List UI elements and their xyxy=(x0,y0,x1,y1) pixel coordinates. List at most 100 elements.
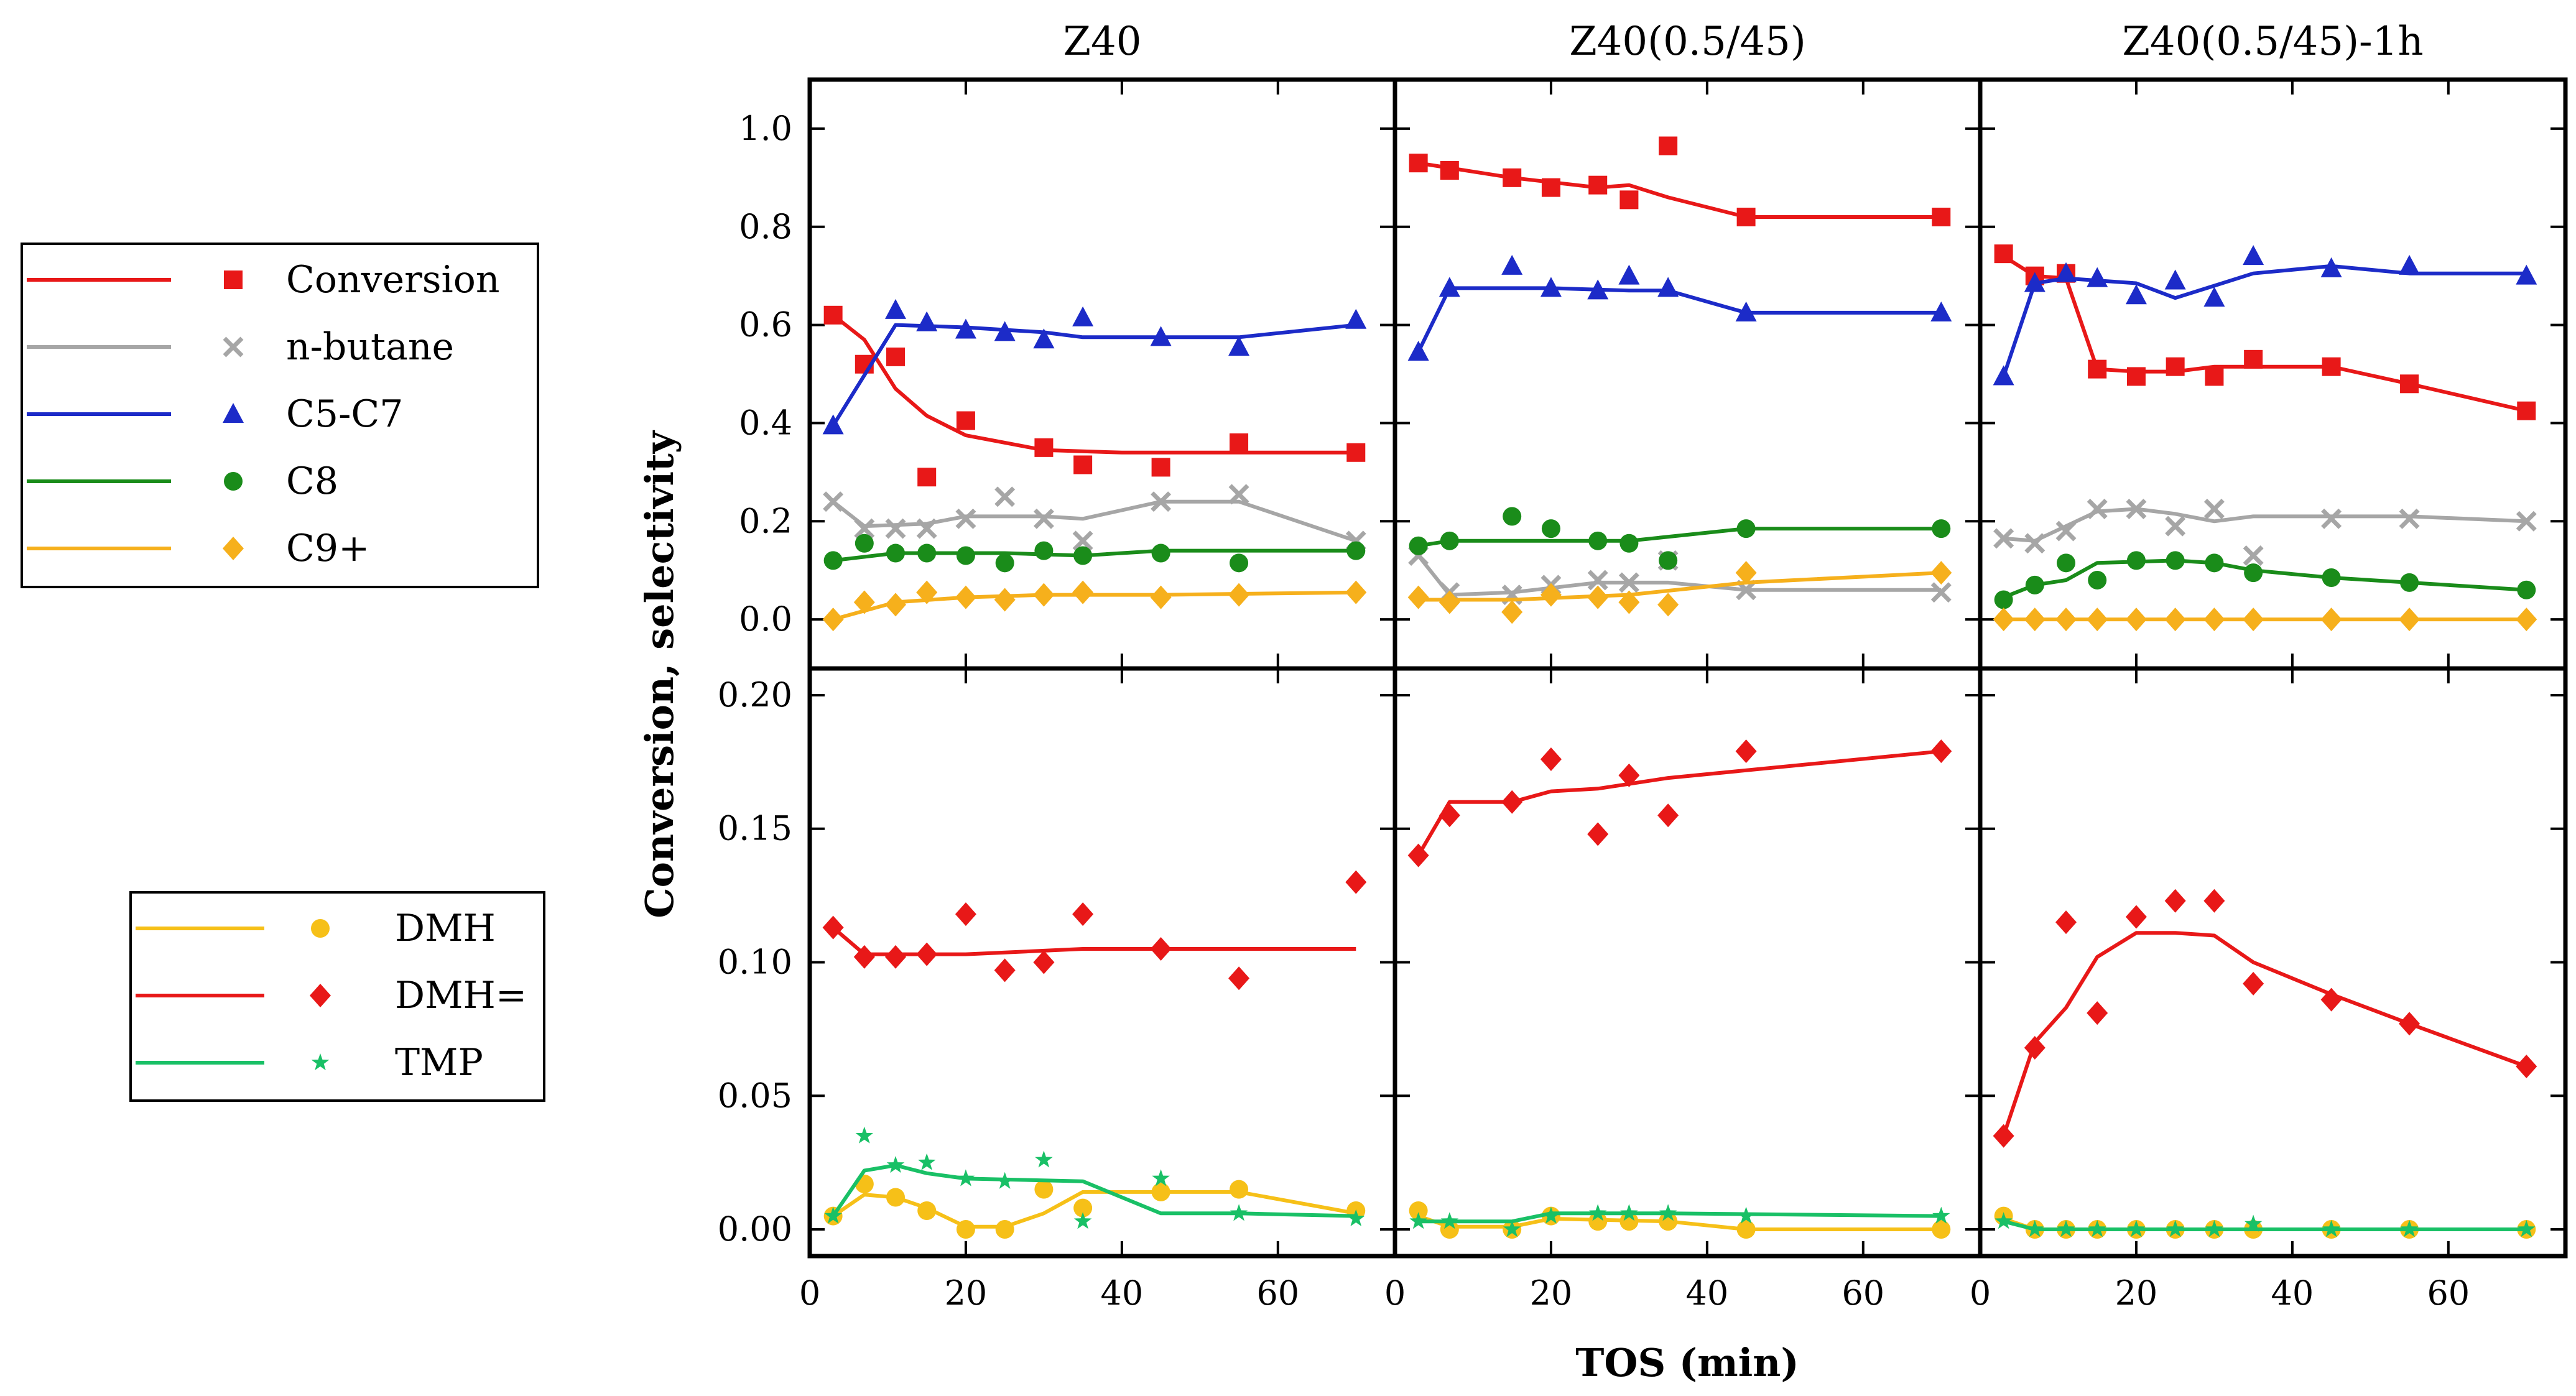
tmp-point xyxy=(1035,1150,1053,1168)
c8-point xyxy=(1073,546,1093,565)
legend-item-c8: C8 xyxy=(27,460,338,503)
n-butane-point xyxy=(1993,528,2014,549)
c8-point xyxy=(2400,573,2419,592)
legend-item-c9: C9+ xyxy=(27,527,369,570)
n-butane-point xyxy=(2399,508,2420,529)
legend-marker-swatch xyxy=(223,537,244,560)
dmh-ene-trend-line xyxy=(832,926,1356,956)
dmh-ene-point xyxy=(2024,1035,2046,1060)
c8-point xyxy=(2025,575,2044,594)
c8-point xyxy=(2517,580,2536,599)
c8-point xyxy=(1588,531,1608,550)
c5-c7-point xyxy=(885,298,907,319)
dmh-ene-point xyxy=(1072,902,1094,927)
n-butane-point xyxy=(2321,508,2342,529)
c5-c7-point xyxy=(955,318,976,339)
dmh-ene-point xyxy=(822,915,844,940)
c8-point xyxy=(886,543,906,563)
n-butane-point xyxy=(1930,582,1952,603)
c5-c7-point xyxy=(1439,277,1460,297)
tmp-point xyxy=(1588,1204,1607,1221)
tmp-point xyxy=(917,1153,936,1170)
conversion-point xyxy=(1994,244,2013,264)
dmh-point xyxy=(1151,1182,1170,1201)
legend-label: Conversion xyxy=(286,258,500,302)
c8-point xyxy=(917,543,937,563)
x-tick-label: 60 xyxy=(2427,1274,2470,1313)
dmh-ene-point xyxy=(2516,1055,2537,1079)
legend-label: C5-C7 xyxy=(286,392,403,436)
dmh-ene-point xyxy=(1657,803,1679,828)
c9-point xyxy=(1072,580,1094,604)
dmh-point xyxy=(1073,1198,1093,1218)
x-axis-label: TOS (min) xyxy=(1575,1340,1799,1385)
c5-c7-point xyxy=(1540,277,1562,297)
conversion-point xyxy=(1230,433,1249,452)
c5-c7-point xyxy=(1993,365,2014,386)
tmp-point xyxy=(1995,1212,2013,1229)
panel-frame-top-2 xyxy=(1392,77,1983,671)
c8-point xyxy=(2205,553,2224,573)
n-butane-trend-line xyxy=(832,499,1357,543)
tmp-point xyxy=(824,1206,842,1224)
c8-point xyxy=(823,551,843,570)
conversion-point xyxy=(1503,168,1522,187)
tmp-point xyxy=(2205,1220,2223,1237)
tmp-point xyxy=(2127,1220,2146,1237)
c8-point xyxy=(1346,541,1366,560)
dmh-ene-point xyxy=(2087,1001,2108,1025)
dmh-ene-point xyxy=(2320,987,2342,1012)
tmp-point xyxy=(1152,1169,1170,1186)
c9-point xyxy=(1033,583,1055,607)
tmp-point xyxy=(2244,1214,2263,1232)
dmh-point xyxy=(917,1201,937,1220)
c5-c7-point xyxy=(1735,301,1757,321)
tmp-point xyxy=(1932,1206,1950,1224)
dmh-ene-point xyxy=(853,945,875,969)
dmh-ene-point xyxy=(2243,971,2264,996)
c8-point xyxy=(956,546,975,565)
c9-point xyxy=(2125,608,2147,632)
y-tick-label: 0.0 xyxy=(739,599,792,639)
conversion-point xyxy=(2244,349,2263,369)
legend-top: Conversion n-butane C5-C7 C8 C9+ xyxy=(21,243,539,588)
tmp-point xyxy=(957,1169,975,1186)
legend-marker-swatch xyxy=(223,403,244,423)
dmh-point xyxy=(1034,1180,1054,1199)
x-tick-label: 20 xyxy=(2115,1274,2158,1313)
dmh-ene-point xyxy=(2399,1012,2421,1036)
dmh-ene-point xyxy=(1540,747,1562,772)
c9-point xyxy=(1150,585,1172,609)
c9-point xyxy=(2516,608,2537,632)
panel-top-2 xyxy=(1407,136,1952,624)
panel-top-3 xyxy=(1993,244,2537,632)
c9-point xyxy=(822,608,844,632)
conversion-trend-line xyxy=(2003,254,2527,413)
c9-point xyxy=(1735,561,1757,585)
conversion-trend-line xyxy=(1418,161,1942,219)
dmh-ene-point xyxy=(916,942,938,966)
tmp-point xyxy=(2322,1220,2340,1237)
c8-point xyxy=(1736,519,1756,539)
conversion-point xyxy=(1409,154,1428,173)
n-butane-point xyxy=(994,486,1016,507)
c9-point xyxy=(1407,585,1429,609)
dmh-ene-point xyxy=(1930,739,1952,764)
dmh-ene-point xyxy=(1228,966,1250,991)
dmh-ene-point xyxy=(1150,937,1172,961)
dmh-ene-point xyxy=(994,958,1016,982)
c8-point xyxy=(2166,551,2185,570)
tmp-trend-line xyxy=(2003,1219,2527,1231)
dmh-ene-trend-line xyxy=(1417,749,1942,857)
conversion-point xyxy=(1619,190,1639,210)
dmh-point xyxy=(1409,1201,1428,1220)
c5-c7-point xyxy=(1501,254,1523,275)
c9-point xyxy=(1587,585,1609,609)
conversion-point xyxy=(1346,443,1366,462)
conversion-point xyxy=(1541,178,1560,197)
legend-marker-swatch xyxy=(223,336,244,358)
tmp-point xyxy=(1620,1204,1638,1221)
legend-label: DMH xyxy=(395,907,496,950)
legend-item-c5-c7: C5-C7 xyxy=(27,392,403,436)
dmh-ene-point xyxy=(1618,763,1640,787)
